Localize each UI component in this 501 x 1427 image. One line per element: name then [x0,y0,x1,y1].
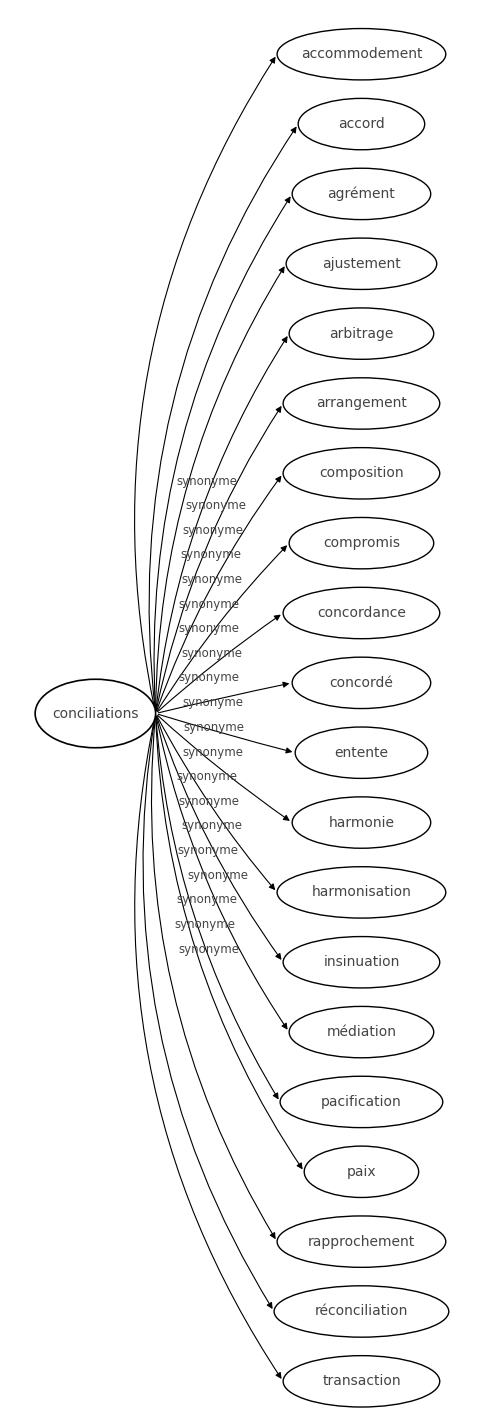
FancyArrowPatch shape [149,127,296,711]
Text: synonyme: synonyme [181,819,241,832]
Text: réconciliation: réconciliation [314,1304,407,1319]
Text: synonyme: synonyme [181,574,241,586]
Ellipse shape [286,238,436,290]
Text: agrément: agrément [327,187,394,201]
Ellipse shape [304,1146,418,1197]
Ellipse shape [283,588,439,639]
Ellipse shape [283,378,439,430]
FancyArrowPatch shape [156,337,287,711]
Ellipse shape [289,518,433,569]
Text: synonyme: synonyme [178,942,239,956]
Ellipse shape [277,866,445,918]
Text: rapprochement: rapprochement [307,1234,414,1249]
Ellipse shape [283,936,439,987]
Ellipse shape [292,658,430,709]
FancyArrowPatch shape [155,716,278,1099]
Text: arbitrage: arbitrage [329,327,393,341]
Ellipse shape [274,1286,448,1337]
Text: synonyme: synonyme [178,672,239,685]
Ellipse shape [283,1356,439,1407]
Text: synonyme: synonyme [179,548,240,561]
FancyArrowPatch shape [156,407,281,711]
Text: synonyme: synonyme [178,795,239,808]
Text: concordance: concordance [316,606,405,619]
Text: accord: accord [337,117,384,131]
Text: conciliations: conciliations [52,706,138,721]
Text: compromis: compromis [322,537,399,551]
Ellipse shape [283,448,439,499]
FancyArrowPatch shape [157,715,288,821]
Text: synonyme: synonyme [183,721,244,733]
FancyArrowPatch shape [156,716,287,1029]
Text: synonyme: synonyme [187,869,248,882]
FancyArrowPatch shape [154,197,290,711]
Text: synonyme: synonyme [185,499,245,512]
Text: concordé: concordé [329,676,393,689]
Ellipse shape [298,98,424,150]
Text: ajustement: ajustement [322,257,400,271]
Ellipse shape [289,1006,433,1057]
FancyArrowPatch shape [143,716,272,1309]
FancyArrowPatch shape [151,716,275,1239]
Text: harmonisation: harmonisation [311,885,410,899]
Text: synonyme: synonyme [174,918,235,930]
Text: entente: entente [334,746,388,759]
Ellipse shape [277,1216,445,1267]
Text: transaction: transaction [322,1374,400,1388]
Text: synonyme: synonyme [177,843,238,858]
Text: accommodement: accommodement [300,47,421,61]
FancyArrowPatch shape [155,716,302,1169]
Text: composition: composition [319,467,403,481]
FancyArrowPatch shape [158,715,291,753]
Ellipse shape [280,1076,442,1127]
FancyArrowPatch shape [156,716,280,959]
FancyArrowPatch shape [156,477,280,711]
Text: synonyme: synonyme [181,646,241,659]
Text: synonyme: synonyme [176,893,236,906]
Text: synonyme: synonyme [182,745,243,759]
Text: synonyme: synonyme [176,771,236,783]
Ellipse shape [35,679,155,748]
FancyArrowPatch shape [158,682,288,714]
Text: synonyme: synonyme [178,622,239,635]
Text: arrangement: arrangement [315,397,406,411]
Text: insinuation: insinuation [323,955,399,969]
Ellipse shape [277,29,445,80]
Text: paix: paix [346,1164,376,1179]
Text: synonyme: synonyme [176,475,236,488]
FancyArrowPatch shape [134,57,275,711]
FancyArrowPatch shape [134,716,281,1378]
Ellipse shape [292,796,430,848]
Text: synonyme: synonyme [178,598,239,611]
FancyArrowPatch shape [157,547,286,711]
FancyArrowPatch shape [157,615,279,712]
Text: synonyme: synonyme [182,524,243,537]
Ellipse shape [289,308,433,360]
Text: harmonie: harmonie [328,816,394,829]
Ellipse shape [292,168,430,220]
Text: pacification: pacification [321,1095,401,1109]
FancyArrowPatch shape [157,716,274,889]
FancyArrowPatch shape [155,267,284,711]
Text: synonyme: synonyme [182,696,243,709]
Ellipse shape [295,726,427,778]
Text: médiation: médiation [326,1025,396,1039]
